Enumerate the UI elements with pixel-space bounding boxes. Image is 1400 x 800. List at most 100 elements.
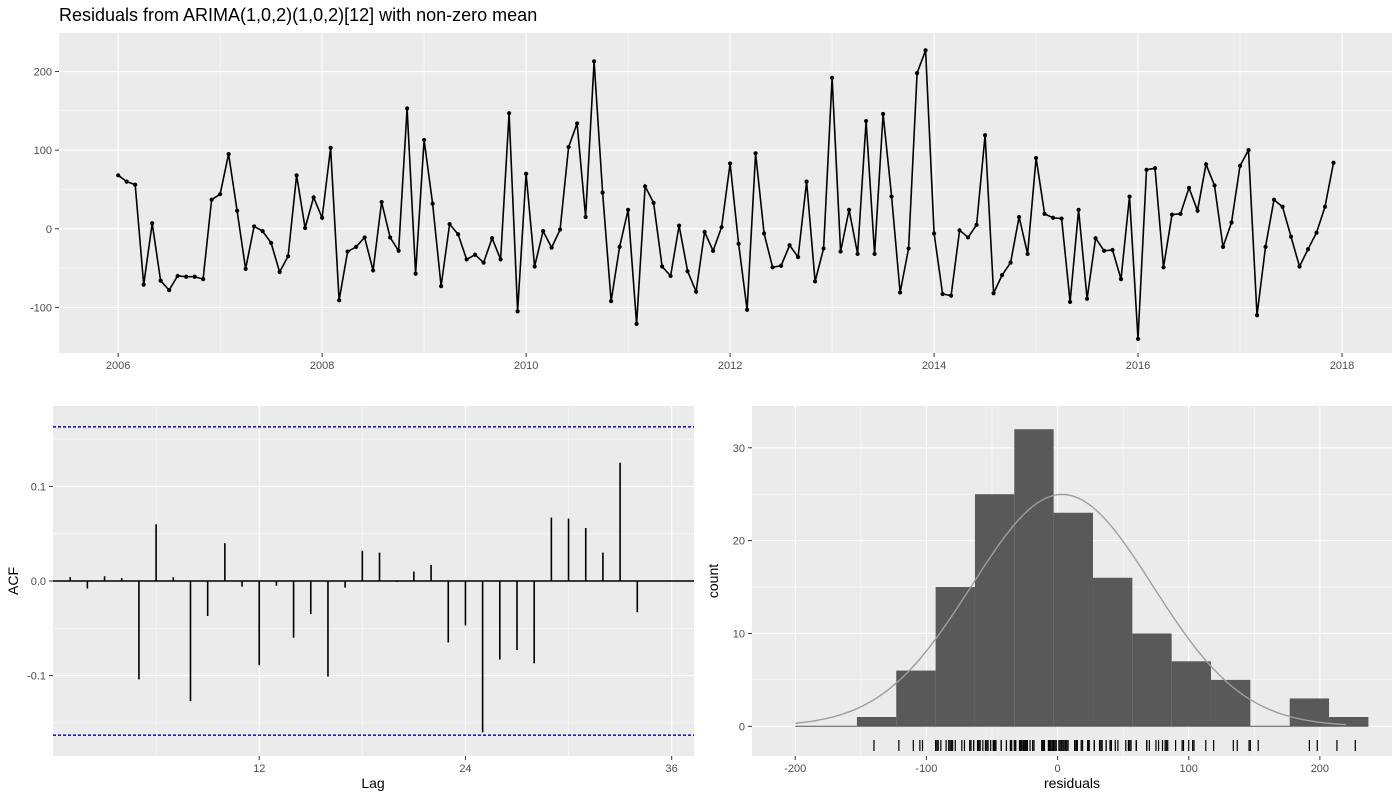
confidence-bounds: [53, 426, 694, 736]
data-point: [277, 269, 282, 275]
data-point: [1314, 230, 1319, 235]
data-point: [1093, 236, 1098, 241]
data-point: [422, 137, 427, 143]
data-point: [1110, 247, 1115, 253]
data-point: [1042, 211, 1047, 216]
histogram-bar: [896, 670, 936, 727]
x-tick-label: 2006: [106, 360, 130, 372]
data-point: [668, 273, 673, 279]
data-point: [1059, 216, 1064, 221]
data-point: [1305, 247, 1311, 252]
data-point: [226, 151, 231, 157]
data-point: [473, 252, 478, 257]
data-point: [1016, 214, 1022, 220]
data-point: [430, 201, 435, 206]
data-point: [1195, 208, 1200, 213]
data-point: [795, 254, 801, 260]
data-point: [1246, 148, 1251, 153]
data-point: [201, 276, 206, 282]
x-tick-label: 100: [1180, 763, 1198, 775]
data-point: [498, 257, 503, 262]
data-point: [880, 111, 886, 117]
data-point: [659, 264, 665, 269]
data-point: [863, 118, 869, 124]
data-point: [235, 208, 240, 213]
data-point: [294, 173, 299, 178]
data-point: [1263, 244, 1268, 249]
data-point: [337, 298, 342, 303]
residuals-time-series-panel: -100 0 100 200 2006 2008 2010 2012 2014 2016 2018: [30, 33, 1392, 372]
data-point: [413, 271, 418, 276]
data-point: [405, 106, 410, 111]
data-point: [524, 171, 529, 176]
y-axis-label: ACF: [5, 567, 21, 595]
data-point: [829, 75, 835, 80]
data-point: [396, 248, 401, 253]
y-axis: 0 10 20 30: [733, 443, 752, 733]
data-point: [388, 235, 393, 240]
data-point: [133, 182, 138, 187]
data-point: [379, 199, 384, 205]
y-tick-label: 200: [34, 67, 52, 79]
data-point: [124, 179, 129, 184]
data-point: [889, 194, 894, 199]
data-point: [260, 229, 265, 234]
residual-series-line: [117, 50, 1335, 339]
data-point: [464, 257, 469, 262]
data-point: [1220, 244, 1226, 249]
residual-points: [116, 48, 1336, 341]
x-tick-label: 2008: [310, 360, 334, 372]
data-point: [940, 291, 945, 297]
data-point: [600, 190, 605, 195]
data-point: [490, 236, 495, 241]
x-tick-label: -200: [784, 763, 806, 775]
x-tick-label: 2016: [1126, 360, 1150, 372]
y-tick-label: -0.1: [27, 671, 46, 683]
data-point: [685, 269, 690, 274]
data-point: [1322, 204, 1328, 209]
data-point: [1135, 336, 1141, 341]
data-point: [354, 244, 359, 249]
x-tick-label: 2012: [718, 360, 742, 372]
data-point: [744, 307, 750, 312]
data-point: [651, 200, 656, 205]
data-point: [328, 145, 333, 150]
data-point: [1297, 264, 1302, 269]
residuals-histogram-panel: 0 10 20 30 -200 -100 0 100 200 residuals count: [705, 406, 1392, 791]
y-axis: -100 0 100 200: [30, 67, 59, 314]
data-point: [362, 235, 367, 240]
data-point: [541, 229, 546, 234]
data-point: [1076, 207, 1081, 213]
data-point: [609, 299, 614, 304]
gridlines: [59, 33, 1392, 353]
acf-panel: -0.1 0.0 0.1 12 24 36 Lag ACF: [5, 406, 694, 791]
data-point: [1084, 296, 1090, 301]
data-point: [957, 228, 962, 233]
data-point: [243, 266, 248, 271]
data-point: [269, 240, 274, 246]
x-tick-label: 24: [459, 763, 471, 775]
data-point: [566, 144, 571, 150]
data-point: [1254, 313, 1260, 318]
histogram-bar: [1092, 577, 1133, 727]
histogram-bar: [935, 587, 975, 727]
x-tick-label: 0: [1055, 763, 1061, 775]
data-point: [1144, 167, 1149, 172]
x-tick-label: 2014: [922, 360, 946, 372]
data-point: [175, 273, 180, 279]
data-point: [642, 184, 648, 189]
data-point: [1288, 234, 1294, 239]
x-axis: -200 -100 0 100 200: [784, 756, 1329, 775]
data-point: [286, 254, 291, 259]
data-point: [710, 248, 716, 253]
data-point: [999, 273, 1005, 278]
data-point: [345, 249, 350, 254]
data-point: [1212, 183, 1217, 188]
data-point: [167, 288, 172, 293]
data-point: [931, 231, 937, 236]
x-tick-label: -100: [915, 763, 937, 775]
x-axis: 2006 2008 2010 2012 2014 2016 2018: [106, 353, 1354, 372]
data-point: [991, 291, 996, 296]
chart-title: Residuals from ARIMA(1,0,2)(1,0,2)[12] w…: [59, 5, 537, 25]
x-axis-label: Lag: [361, 775, 384, 791]
